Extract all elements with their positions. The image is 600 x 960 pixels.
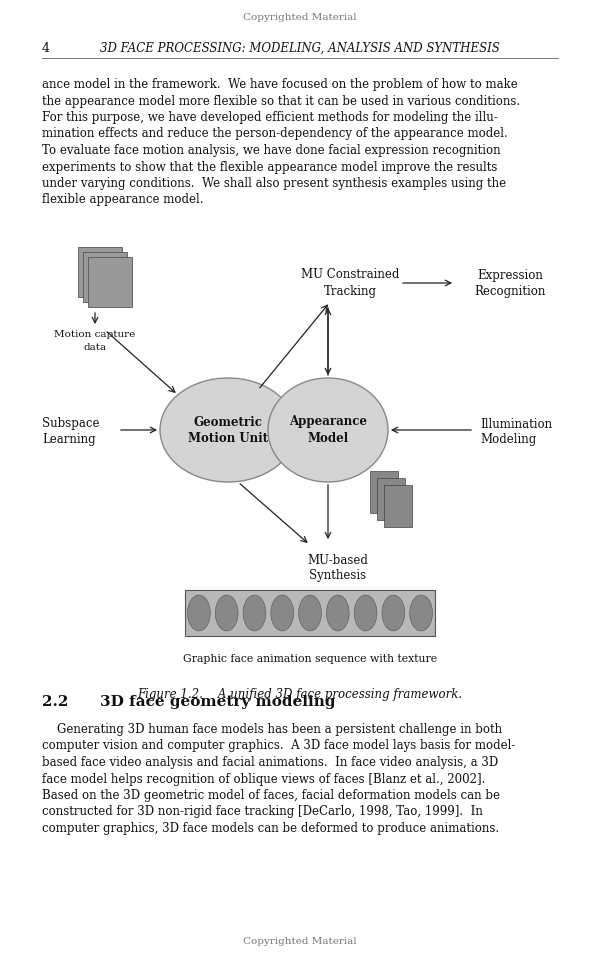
Text: 4: 4 [42, 41, 50, 55]
Text: Appearance: Appearance [289, 416, 367, 428]
Bar [78, 247, 122, 297]
Text: Learning: Learning [42, 434, 95, 446]
Text: Subspace: Subspace [42, 418, 100, 430]
Text: Figure 1.2.    A unified 3D face processing framework.: Figure 1.2. A unified 3D face processing… [137, 688, 463, 701]
Text: 2.2: 2.2 [42, 695, 68, 709]
Ellipse shape [382, 595, 405, 631]
Ellipse shape [243, 595, 266, 631]
Ellipse shape [354, 595, 377, 631]
Text: face model helps recognition of oblique views of faces [Blanz et al., 2002].: face model helps recognition of oblique … [42, 773, 485, 785]
Bar [384, 485, 412, 527]
Ellipse shape [160, 378, 296, 482]
Text: MU-based: MU-based [308, 554, 368, 566]
Ellipse shape [215, 595, 238, 631]
Bar [83, 252, 127, 302]
Ellipse shape [187, 595, 210, 631]
Text: Recognition: Recognition [475, 284, 545, 298]
Text: Based on the 3D geometric model of faces, facial deformation models can be: Based on the 3D geometric model of faces… [42, 789, 500, 802]
Ellipse shape [326, 595, 349, 631]
Text: constructed for 3D non-rigid face tracking [DeCarlo, 1998, Tao, 1999].  In: constructed for 3D non-rigid face tracki… [42, 805, 483, 819]
Text: Illumination: Illumination [480, 418, 552, 430]
Bar [370, 471, 398, 513]
Text: For this purpose, we have developed efficient methods for modeling the illu-: For this purpose, we have developed effi… [42, 111, 498, 124]
Text: 3D FACE PROCESSING: MODELING, ANALYSIS AND SYNTHESIS: 3D FACE PROCESSING: MODELING, ANALYSIS A… [100, 41, 500, 55]
Text: data: data [83, 343, 107, 352]
Text: mination effects and reduce the person-dependency of the appearance model.: mination effects and reduce the person-d… [42, 128, 508, 140]
Text: Graphic face animation sequence with texture: Graphic face animation sequence with tex… [183, 654, 437, 664]
Bar [185, 590, 435, 636]
Text: Geometric: Geometric [194, 416, 262, 428]
Text: computer vision and computer graphics.  A 3D face model lays basis for model-: computer vision and computer graphics. A… [42, 739, 515, 753]
Ellipse shape [299, 595, 322, 631]
Text: Modeling: Modeling [480, 434, 536, 446]
Text: Synthesis: Synthesis [310, 569, 367, 583]
Bar [88, 257, 132, 307]
Text: Expression: Expression [477, 269, 543, 281]
Ellipse shape [268, 378, 388, 482]
Text: computer graphics, 3D face models can be deformed to produce animations.: computer graphics, 3D face models can be… [42, 822, 499, 835]
Text: Tracking: Tracking [323, 284, 377, 298]
Text: ance model in the framework.  We have focused on the problem of how to make: ance model in the framework. We have foc… [42, 78, 518, 91]
Ellipse shape [410, 595, 433, 631]
Text: MU Constrained: MU Constrained [301, 269, 399, 281]
Text: based face video analysis and facial animations.  In face video analysis, a 3D: based face video analysis and facial ani… [42, 756, 498, 769]
Text: Generating 3D human face models has been a persistent challenge in both: Generating 3D human face models has been… [42, 723, 502, 736]
Text: flexible appearance model.: flexible appearance model. [42, 194, 203, 206]
Text: To evaluate face motion analysis, we have done facial expression recognition: To evaluate face motion analysis, we hav… [42, 144, 500, 157]
Text: Copyrighted Material: Copyrighted Material [243, 13, 357, 22]
Text: Motion Unit: Motion Unit [188, 431, 268, 444]
Text: under varying conditions.  We shall also present synthesis examples using the: under varying conditions. We shall also … [42, 177, 506, 190]
Text: the appearance model more flexible so that it can be used in various conditions.: the appearance model more flexible so th… [42, 94, 520, 108]
Text: experiments to show that the flexible appearance model improve the results: experiments to show that the flexible ap… [42, 160, 497, 174]
Text: Model: Model [307, 431, 349, 444]
Text: Motion capture: Motion capture [55, 330, 136, 339]
Text: 3D face geometry modeling: 3D face geometry modeling [100, 695, 335, 709]
Text: Copyrighted Material: Copyrighted Material [243, 938, 357, 947]
Ellipse shape [271, 595, 293, 631]
Bar [377, 478, 405, 520]
